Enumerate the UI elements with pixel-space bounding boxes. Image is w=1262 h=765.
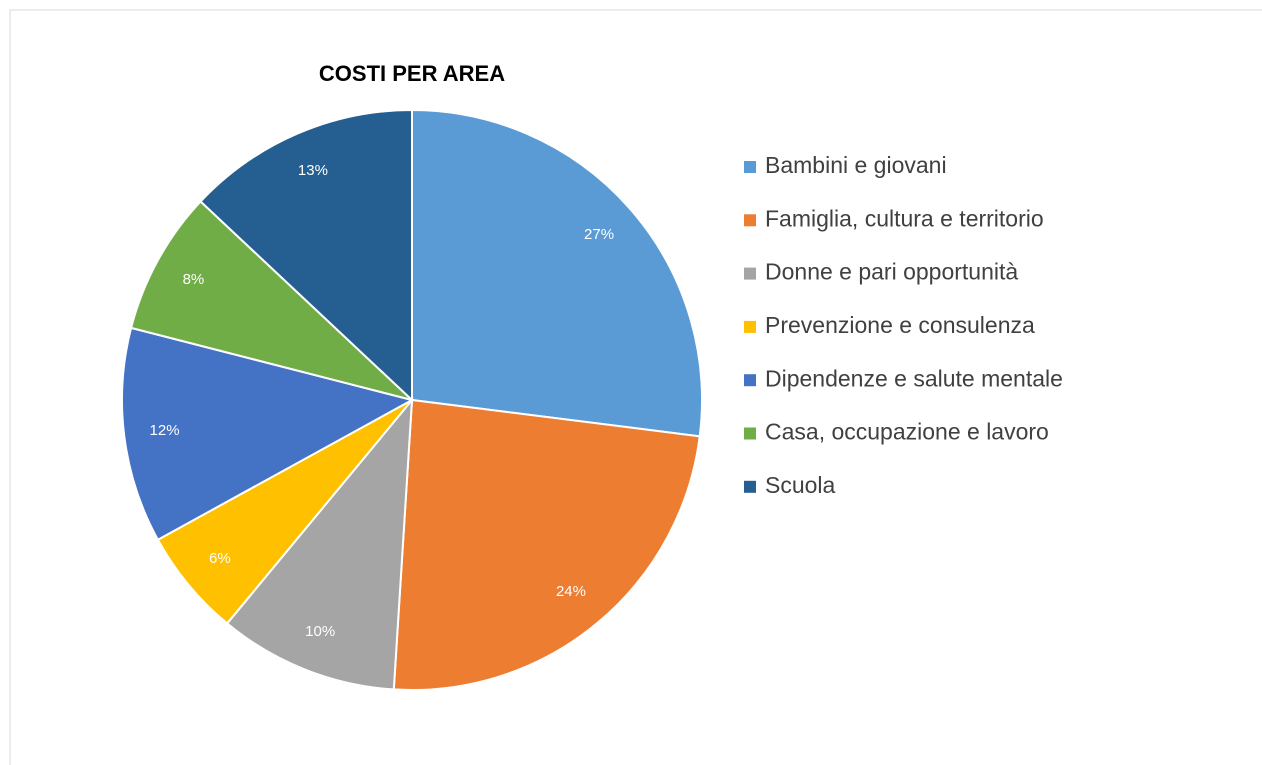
legend-text: Casa, occupazione e lavoro [765,419,1049,445]
legend-text: Famiglia, cultura e territorio [765,205,1044,231]
data-label: 12% [150,422,180,439]
legend-swatch [744,374,756,387]
legend-swatch [744,214,756,227]
pie-slice [121,326,415,542]
legend-swatch [744,480,756,493]
data-label: 6% [209,550,231,567]
legend-swatch [744,161,756,173]
pie-slice [199,108,413,403]
data-label: 8% [183,271,205,288]
data-label: 13% [298,162,328,179]
pie-slice [225,396,414,691]
pie-slice [392,398,701,691]
legend-swatch [744,320,756,333]
data-label: 27% [584,226,614,243]
legend-text: Dipendenze e salute mentale [765,365,1063,391]
legend-text: Prevenzione e consulenza [765,312,1035,338]
pie-slice [129,200,413,401]
legend-text: Bambini e giovani [765,152,947,178]
chart-title: COSTI PER AREA [319,61,505,86]
data-label: 24% [556,583,586,600]
legend-swatch [744,267,756,280]
pie-slice [411,108,703,438]
legend-text: Donne e pari opportunità [765,259,1018,285]
data-label: 10% [305,623,335,640]
legend-swatch [744,427,756,440]
legend-text: Scuola [765,472,836,498]
